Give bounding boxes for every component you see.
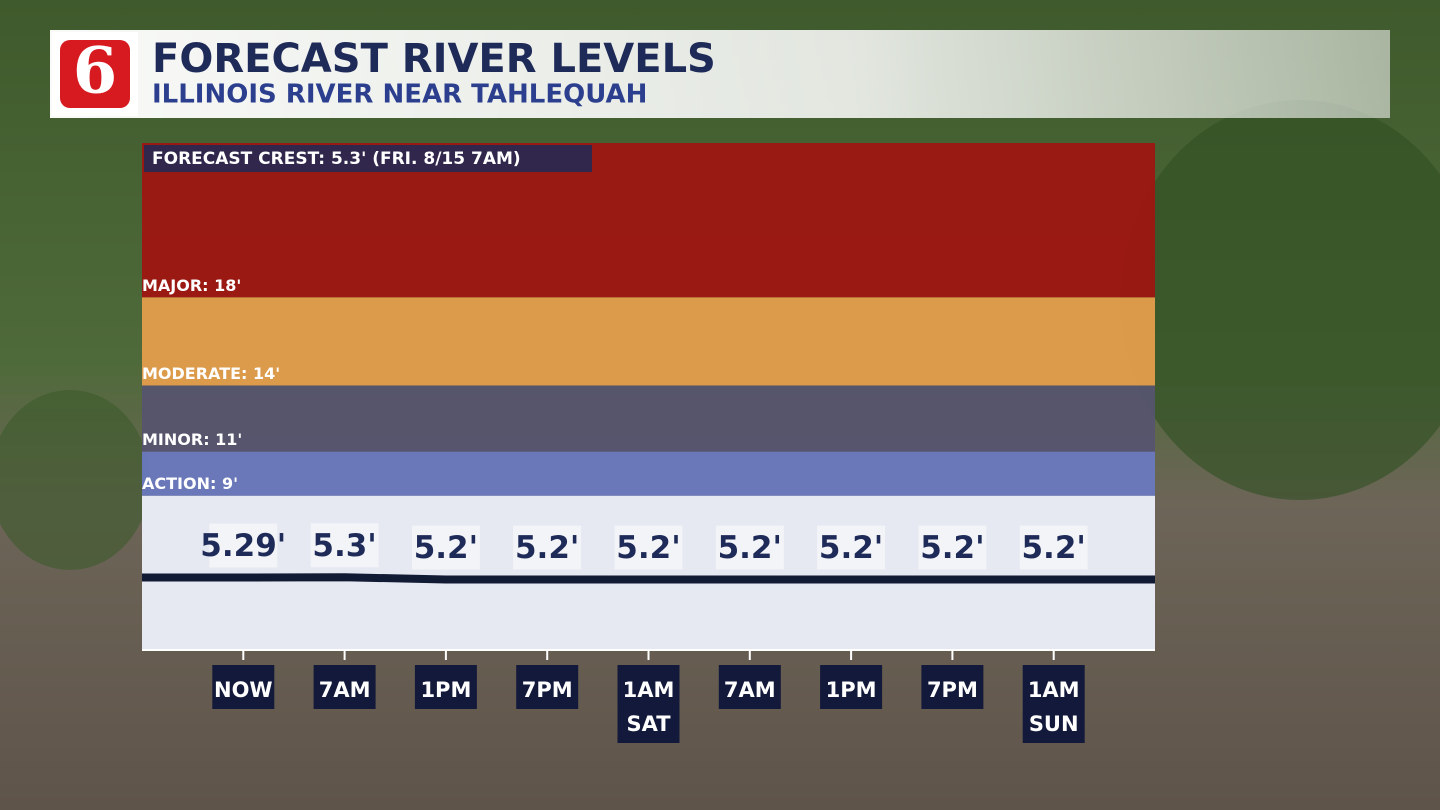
x-label-box	[921, 665, 984, 709]
value-label-box	[1019, 525, 1088, 570]
x-tick-label: 1AM	[623, 678, 675, 702]
title: FORECAST RIVER LEVELS	[152, 36, 716, 82]
value-label: 5.2'	[616, 530, 680, 566]
logo-badge	[60, 40, 130, 108]
x-label-box	[820, 665, 883, 709]
value-label-box	[715, 525, 784, 570]
normal-zone	[142, 495, 1155, 650]
value-label: 5.2'	[920, 530, 984, 566]
annotation: FORECAST CREST: 5.3' (FRI. 8/15 7AM)	[152, 149, 521, 169]
value-label-box	[817, 525, 886, 570]
x-label-box	[212, 665, 275, 709]
value-label: 5.2'	[414, 530, 478, 566]
x-tick-label: SAT	[626, 712, 671, 736]
x-tick-label: 1AM	[1028, 678, 1080, 702]
value-label: 5.3'	[312, 528, 376, 564]
annotation-box	[144, 145, 592, 172]
x-tick-label: 7PM	[522, 678, 573, 702]
value-label: 5.2'	[1021, 530, 1085, 566]
x-label-box	[1022, 665, 1085, 743]
value-label-box	[209, 523, 278, 568]
x-tick-label: NOW	[214, 678, 273, 702]
x-label-box	[718, 665, 781, 709]
x-tick-label: 7AM	[319, 678, 371, 702]
value-label: 5.2'	[515, 530, 579, 566]
tree	[1120, 100, 1440, 500]
x-tick-label: 7PM	[927, 678, 978, 702]
zone-label: MINOR: 11'	[142, 430, 242, 449]
subtitle: ILLINOIS RIVER NEAR TAHLEQUAH	[152, 80, 647, 110]
value-label: 5.2'	[718, 530, 782, 566]
value-label-box	[310, 523, 379, 568]
value-label-box	[411, 525, 480, 570]
value-label-box	[918, 525, 987, 570]
flood-zone	[142, 451, 1155, 496]
tree	[0, 390, 150, 570]
x-label-box	[516, 665, 579, 709]
value-label: 5.29'	[200, 528, 286, 564]
value-label: 5.2'	[819, 530, 883, 566]
value-label-box	[513, 525, 582, 570]
x-tick-label: 1PM	[420, 678, 471, 702]
x-tick-label: 1PM	[826, 678, 877, 702]
logo: 6	[73, 34, 118, 109]
zone-label: ACTION: 9'	[142, 474, 238, 493]
x-label-box	[617, 665, 680, 743]
value-label-box	[614, 525, 683, 570]
x-label-box	[313, 665, 376, 709]
x-tick-label: SUN	[1029, 712, 1079, 736]
header-bar	[50, 30, 1390, 118]
zone-label: MODERATE: 14'	[142, 364, 280, 383]
flood-zone	[142, 385, 1155, 452]
flood-zone	[142, 297, 1155, 386]
x-tick-label: 7AM	[724, 678, 776, 702]
river-line	[142, 573, 1155, 584]
zone-label: MAJOR: 18'	[142, 276, 241, 295]
x-label-box	[414, 665, 477, 709]
